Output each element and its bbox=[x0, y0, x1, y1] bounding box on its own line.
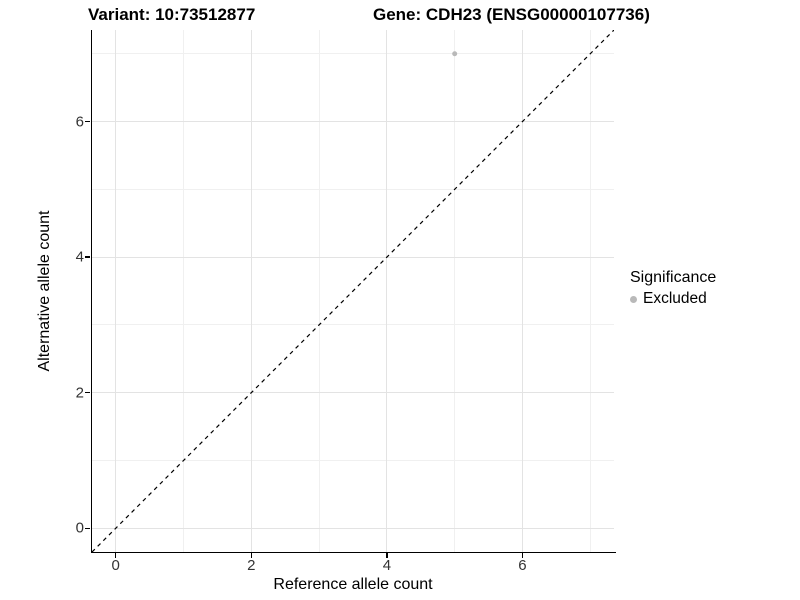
legend-point-icon bbox=[630, 295, 637, 303]
y-tick-label: 0 bbox=[75, 519, 84, 537]
y-tick-label: 2 bbox=[75, 384, 84, 402]
legend-item-excluded: Excluded bbox=[630, 290, 716, 308]
x-axis-line bbox=[90, 551, 616, 553]
y-axis-line bbox=[90, 30, 92, 553]
y-tick-label: 4 bbox=[75, 248, 84, 266]
x-tick-mark bbox=[114, 553, 117, 558]
data-point bbox=[452, 51, 458, 57]
gridline bbox=[92, 188, 614, 190]
y-tick-mark bbox=[85, 256, 90, 258]
x-tick-label: 2 bbox=[247, 557, 256, 574]
gridline bbox=[92, 324, 614, 326]
gridline bbox=[183, 30, 185, 552]
y-tick-label: 6 bbox=[75, 113, 84, 131]
legend: Significance Excluded bbox=[630, 269, 716, 308]
gridline bbox=[386, 30, 388, 552]
gridline bbox=[92, 459, 614, 461]
y-axis-title: Alternative allele count bbox=[36, 210, 53, 372]
x-tick-label: 0 bbox=[111, 557, 120, 574]
gridline bbox=[92, 121, 614, 123]
x-tick-mark bbox=[250, 553, 253, 558]
plot-panel bbox=[92, 30, 614, 552]
gridline bbox=[454, 30, 456, 552]
x-axis-title: Reference allele count bbox=[273, 576, 433, 593]
plot-canvas bbox=[92, 30, 614, 552]
plot-title-variant: Variant: 10:73512877 bbox=[88, 5, 256, 24]
x-tick-mark bbox=[521, 553, 524, 558]
legend-title: Significance bbox=[630, 269, 717, 286]
y-tick-mark bbox=[85, 391, 90, 394]
gridline bbox=[92, 53, 614, 55]
identity-line bbox=[92, 30, 614, 552]
gridline bbox=[115, 30, 117, 552]
x-tick-label: 4 bbox=[382, 557, 392, 574]
y-tick-mark bbox=[85, 120, 90, 123]
plot-title-gene: Gene: CDH23 (ENSG00000107736) bbox=[373, 5, 650, 24]
gridline bbox=[92, 527, 614, 529]
gridline bbox=[589, 30, 591, 552]
x-tick-mark bbox=[386, 553, 388, 558]
legend-item-label: Excluded bbox=[643, 290, 707, 307]
gridline bbox=[521, 30, 523, 552]
gridline bbox=[318, 30, 320, 552]
y-tick-mark bbox=[85, 527, 90, 530]
gridline bbox=[92, 256, 614, 258]
gridline bbox=[250, 30, 252, 552]
gridline bbox=[92, 392, 614, 394]
x-tick-label: 6 bbox=[518, 557, 527, 574]
